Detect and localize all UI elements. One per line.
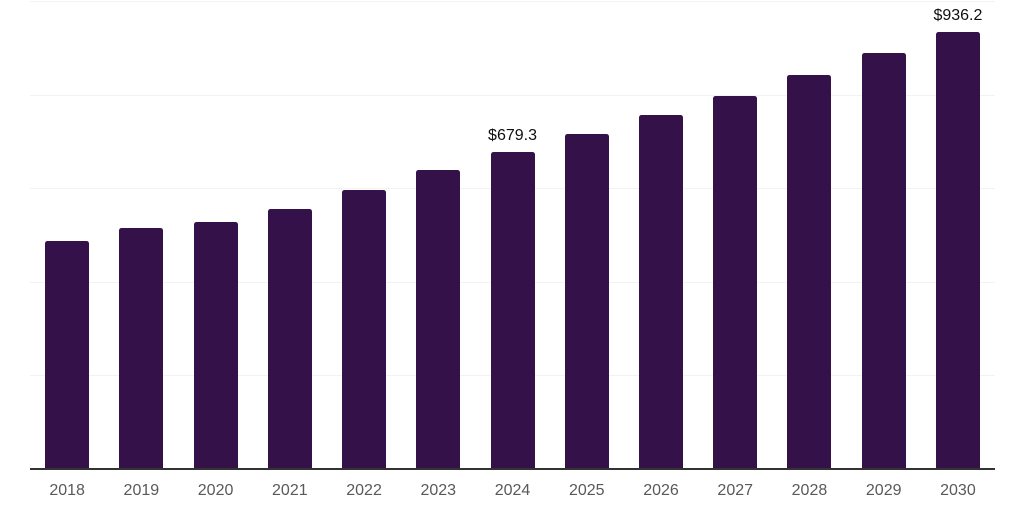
bar-column-2019 bbox=[104, 0, 178, 470]
bar-2018 bbox=[45, 240, 90, 470]
x-tick-label-2018: 2018 bbox=[49, 482, 85, 499]
bar-2023 bbox=[416, 170, 461, 470]
x-tick-label-2025: 2025 bbox=[568, 482, 605, 499]
bar-column-2024: $679.3 bbox=[475, 0, 549, 470]
bar-2026 bbox=[638, 115, 683, 470]
bar-column-2030: $936.2 bbox=[921, 0, 995, 470]
bar-2025 bbox=[564, 133, 609, 470]
x-axis-line bbox=[30, 468, 995, 470]
bar-columns: $679.3 $936.2 bbox=[30, 0, 995, 470]
x-tick-label-2028: 2028 bbox=[791, 482, 828, 499]
x-tick-label-2027: 2027 bbox=[717, 482, 754, 499]
bar-column-2020 bbox=[178, 0, 252, 470]
bar-2020 bbox=[193, 222, 238, 470]
x-axis-tick-labels: 2018 2019 2020 2021 2022 2023 2024 2025 2026 2027… bbox=[30, 482, 995, 499]
x-tick-label-2019: 2019 bbox=[123, 482, 160, 499]
x-tick-label-2024: 2024 bbox=[494, 482, 531, 499]
x-tick-label-2029: 2029 bbox=[865, 482, 902, 499]
x-tick-label-2023: 2023 bbox=[420, 482, 457, 499]
gridline-800 bbox=[30, 94, 995, 96]
x-tick-label-2026: 2026 bbox=[643, 482, 679, 499]
bar-column-2028 bbox=[772, 0, 846, 470]
bar-2022 bbox=[342, 190, 387, 470]
bar-2030 bbox=[935, 31, 980, 470]
bar-column-2021 bbox=[253, 0, 327, 470]
data-label-2024: $679.3 bbox=[488, 127, 537, 145]
x-tick-label-2021: 2021 bbox=[272, 482, 308, 499]
bar-column-2027 bbox=[698, 0, 772, 470]
bar-column-2022 bbox=[327, 0, 401, 470]
bar-2027 bbox=[713, 95, 758, 470]
plot-area: $679.3 $936.2 bbox=[30, 0, 995, 470]
bar-column-2029 bbox=[847, 0, 921, 470]
bar-2019 bbox=[119, 227, 164, 470]
bar-2021 bbox=[267, 208, 312, 470]
bar-2024 bbox=[490, 152, 535, 470]
bar-column-2023 bbox=[401, 0, 475, 470]
bar-2029 bbox=[861, 53, 906, 470]
bar-column-2018 bbox=[30, 0, 104, 470]
data-label-2030: $936.2 bbox=[933, 6, 983, 24]
x-tick-label-2030: 2030 bbox=[940, 482, 976, 499]
bar-column-2025 bbox=[550, 0, 624, 470]
bar-column-2026 bbox=[624, 0, 698, 470]
gridline-1000 bbox=[30, 1, 995, 2]
x-tick-label-2020: 2020 bbox=[197, 482, 234, 499]
bar-2028 bbox=[787, 75, 832, 470]
x-tick-label-2022: 2022 bbox=[346, 482, 382, 499]
